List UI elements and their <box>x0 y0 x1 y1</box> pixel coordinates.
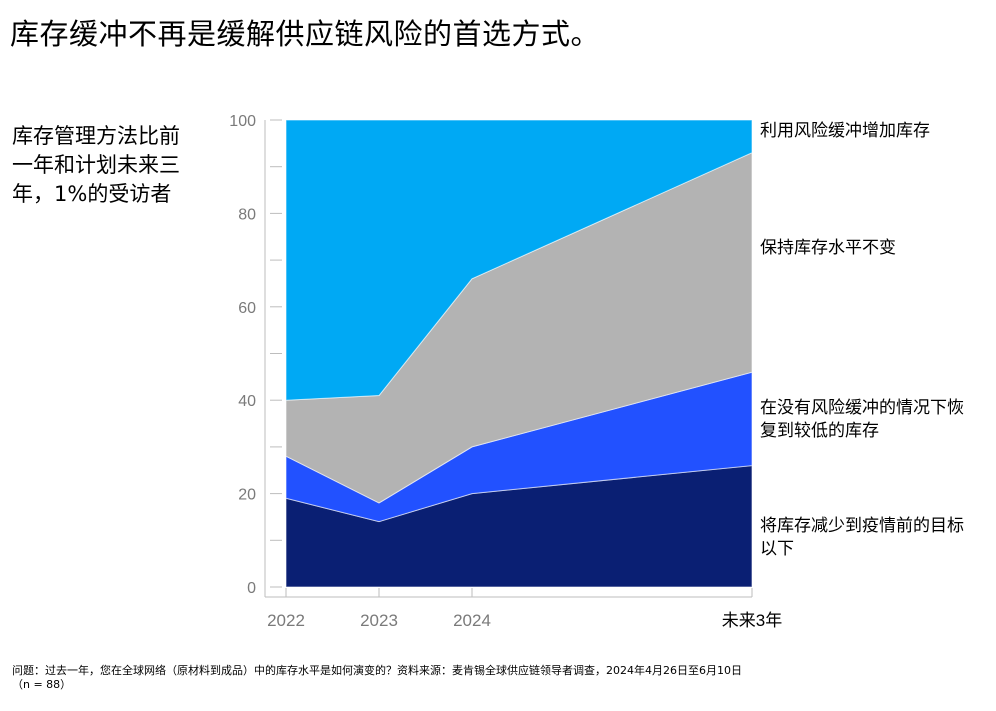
y-tick-label: 0 <box>247 580 256 597</box>
y-tick-label: 40 <box>238 393 256 410</box>
y-tick-label: 20 <box>238 487 256 504</box>
x-tick-label: 2023 <box>360 611 398 630</box>
series-label-increase-buffer: 利用风险缓冲增加库存 <box>760 121 930 141</box>
series-area-increase-buffer <box>285 119 753 401</box>
footnote: 问题：过去一年，您在全球网络（原材料到成品）中的库存水平是如何演变的？资料来源：… <box>12 664 972 692</box>
area-layer <box>285 119 753 588</box>
footnote-question-source: 问题：过去一年，您在全球网络（原材料到成品）中的库存水平是如何演变的？资料来源：… <box>12 664 742 677</box>
x-tick-label: 2022 <box>267 611 305 630</box>
x-tick-label: 未来3年 <box>722 611 782 630</box>
axis-layer: 0 20 40 60 80 100 2022 2023 2024 未来3年 <box>229 113 782 630</box>
y-tick-label: 80 <box>238 206 256 223</box>
x-tick-label: 2024 <box>453 611 491 630</box>
chart-title: 库存缓冲不再是缓解供应链风险的首选方式。 <box>10 17 601 51</box>
y-tick-label: 60 <box>238 300 256 317</box>
y-tick-label: 100 <box>229 113 256 130</box>
chart-subtitle: 库存管理方法比前一年和计划未来三年，1%的受访者 <box>12 124 180 206</box>
series-label-keep-constant: 保持库存水平不变 <box>760 238 896 258</box>
series-label-reduce-prepandemic: 将库存减少到疫情前的目标以下 <box>760 516 964 559</box>
footnote-sample-size: （n = 88） <box>12 678 72 691</box>
series-label-recover-lower: 在没有风险缓冲的情况下恢复到较低的库存 <box>760 398 964 441</box>
